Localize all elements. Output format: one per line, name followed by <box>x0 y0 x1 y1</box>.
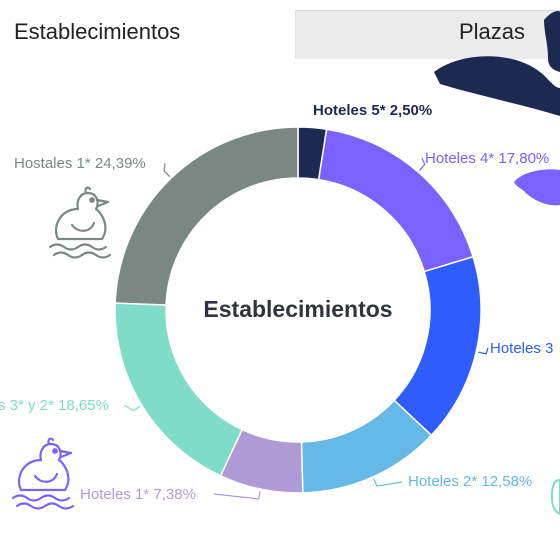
leader-line <box>373 478 403 487</box>
duck-stroke <box>70 221 96 232</box>
duck-stroke <box>86 191 99 211</box>
slice-labels: Hoteles 5* 2,50% Hoteles 4* 17,80% Hoteles… <box>0 102 553 503</box>
center-title: Establecimientos <box>203 296 392 322</box>
duck-stroke <box>49 442 62 462</box>
duck-stroke <box>47 437 55 446</box>
slice-label: Hoteles 1* 7,38% <box>80 486 196 503</box>
duck-stroke <box>54 207 107 241</box>
tab-establecimientos[interactable] <box>0 10 296 59</box>
slice-hoteles-3-[interactable] <box>393 255 482 437</box>
leader-line <box>478 347 489 355</box>
duck-eye <box>52 448 58 454</box>
slice-label: Hoteles 2* 12,58% <box>408 473 532 490</box>
duck-stroke <box>58 449 73 459</box>
tab-establecimientos-label[interactable]: Establecimientos <box>14 19 181 44</box>
duck-stroke <box>11 494 71 502</box>
duck-stroke <box>39 442 53 462</box>
duck-icon <box>11 437 75 510</box>
slice-label: Hoteles 4* 17,80% <box>425 150 549 167</box>
swan-icon <box>544 10 560 73</box>
leader-line <box>213 490 261 500</box>
duck-stroke <box>84 186 92 195</box>
leader-lines <box>123 157 489 500</box>
slice-label: Hostales 1* 24,39% <box>14 155 146 172</box>
bird-icon <box>514 169 560 206</box>
slice-label: Hoteles 5* 2,50% <box>313 102 432 119</box>
duck-icon <box>48 186 112 259</box>
duck-stroke <box>33 472 59 483</box>
leader-line <box>419 157 426 171</box>
duck-stroke <box>95 198 110 208</box>
duck-stroke <box>15 502 75 510</box>
duck-stroke <box>76 191 90 211</box>
tab-plazas-label[interactable]: Plazas <box>459 19 526 44</box>
swan-icon <box>434 56 560 116</box>
slice-3-y-2-[interactable] <box>114 302 244 477</box>
donut-slices <box>114 126 482 494</box>
duck-eye <box>89 197 95 203</box>
duck-stroke <box>48 243 108 251</box>
slice-hostales-1-[interactable] <box>114 126 299 306</box>
duck-stroke <box>17 458 70 492</box>
leader-line <box>163 162 171 178</box>
duck-icon <box>550 478 560 516</box>
duck-stroke <box>52 251 112 259</box>
slice-label: s 3* y 2* 18,65% <box>0 397 109 414</box>
slice-label: Hoteles 3 <box>490 340 553 357</box>
leader-line <box>123 404 141 412</box>
